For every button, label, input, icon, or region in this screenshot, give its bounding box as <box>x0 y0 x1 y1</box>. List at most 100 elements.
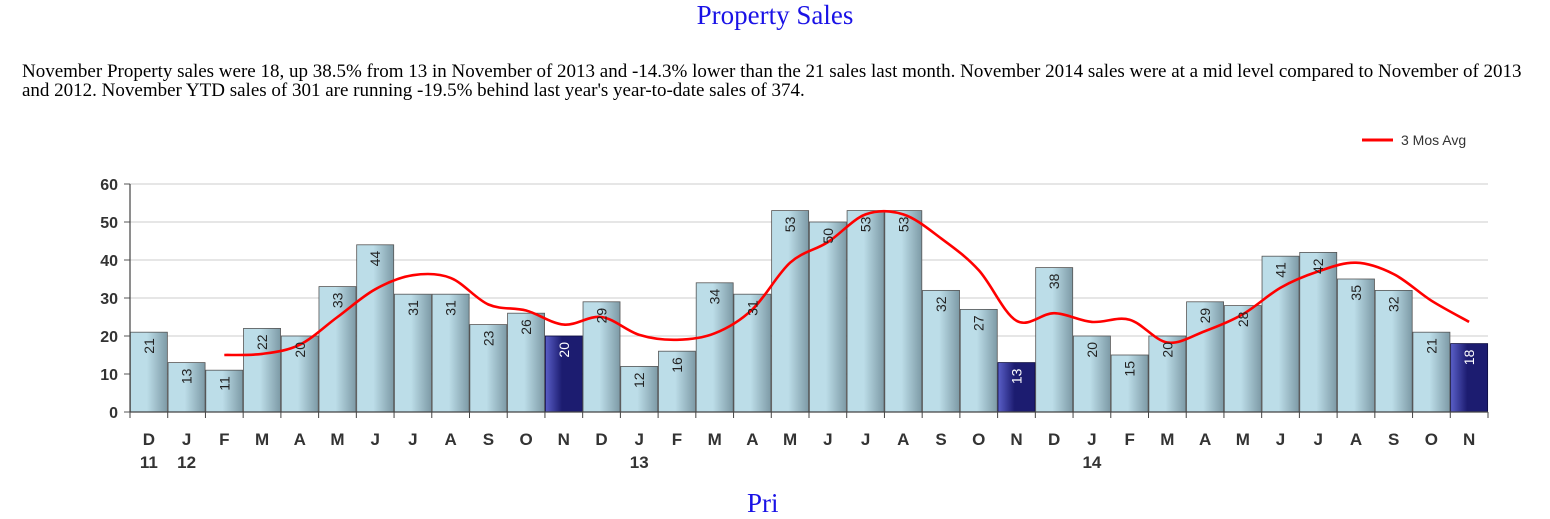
data-label: 13 <box>179 368 195 384</box>
data-label: 53 <box>858 216 874 232</box>
data-label: 38 <box>1046 273 1062 289</box>
bars <box>129 210 1489 413</box>
bar <box>846 210 885 413</box>
bar <box>1186 301 1224 413</box>
x-tick-label: D <box>143 430 155 449</box>
y-tick-label: 20 <box>100 329 118 346</box>
data-label: 32 <box>933 296 949 312</box>
x-tick-label: S <box>935 430 946 449</box>
x-tick-label: A <box>294 430 306 449</box>
legend: 3 Mos Avg <box>1362 132 1466 148</box>
three-month-average-line <box>224 209 1470 357</box>
bar <box>808 221 847 413</box>
x-tick-label: J <box>861 430 870 449</box>
bar <box>1261 255 1300 413</box>
bar <box>771 210 810 413</box>
x-tick-label: M <box>1160 430 1174 449</box>
x-tick-label: J <box>823 430 832 449</box>
data-label: 23 <box>480 330 496 346</box>
x-tick-label: A <box>897 430 909 449</box>
y-tick-label: 60 <box>100 177 118 194</box>
bar <box>167 362 206 413</box>
data-label: 20 <box>292 342 308 358</box>
data-label: 44 <box>367 251 383 267</box>
x-tick-label: D <box>595 430 607 449</box>
x-tick-label: M <box>330 430 344 449</box>
x-tick-label: M <box>255 430 269 449</box>
x-tick-label: J <box>1314 430 1323 449</box>
x-tick-label: F <box>219 430 229 449</box>
x-tick-label: N <box>1463 430 1475 449</box>
bar <box>205 369 244 413</box>
x-tick-label: O <box>519 430 532 449</box>
bar <box>997 362 1036 413</box>
bar <box>469 324 508 413</box>
x-year-label: 11 <box>140 453 158 472</box>
bar <box>959 308 998 413</box>
x-year-label: 12 <box>177 453 196 472</box>
data-label: 29 <box>1197 308 1213 324</box>
x-tick-label: F <box>672 430 682 449</box>
bar <box>356 244 395 413</box>
legend-label: 3 Mos Avg <box>1401 132 1466 148</box>
x-tick-label: J <box>1276 430 1285 449</box>
data-label: 20 <box>556 342 572 358</box>
bar <box>695 282 734 413</box>
data-label: 20 <box>1159 342 1175 358</box>
bar <box>544 335 583 413</box>
bar <box>658 350 696 413</box>
x-tick-label: M <box>1236 430 1250 449</box>
data-label: 33 <box>329 292 345 308</box>
axes <box>124 183 1489 418</box>
data-label: 53 <box>895 216 911 232</box>
y-tick-label: 50 <box>100 215 118 232</box>
data-label: 41 <box>1273 262 1289 278</box>
bar <box>922 289 960 413</box>
y-tick-label: 30 <box>100 291 118 308</box>
data-label: 13 <box>1008 368 1024 384</box>
tick-labels: 0 10 20 30 40 50 60 21 13 11 22 20 33 44 31 31 23 26 20 29 1… <box>100 177 1477 472</box>
data-label: 31 <box>443 300 459 316</box>
x-tick-label: O <box>972 430 985 449</box>
data-label: 31 <box>405 300 421 316</box>
data-label: 32 <box>1386 296 1402 312</box>
data-label: 21 <box>141 338 157 354</box>
x-tick-label: A <box>1350 430 1362 449</box>
x-tick-label: A <box>746 430 758 449</box>
x-tick-label: O <box>1425 430 1438 449</box>
summary-text: November Property sales were 18, up 38.5… <box>22 61 1522 101</box>
x-year-label: 13 <box>630 453 649 472</box>
bar <box>129 331 168 413</box>
data-label: 11 <box>216 376 232 391</box>
data-label: 35 <box>1348 285 1364 301</box>
x-tick-label: S <box>1388 430 1399 449</box>
x-tick-label: J <box>370 430 379 449</box>
x-tick-label: M <box>783 430 797 449</box>
next-section-title: Pri <box>747 488 779 518</box>
x-tick-label: M <box>708 430 722 449</box>
bar <box>243 327 281 413</box>
y-tick-label: 0 <box>109 405 118 422</box>
x-tick-label: F <box>1124 430 1134 449</box>
x-tick-label: A <box>444 430 456 449</box>
data-label: 31 <box>744 300 760 316</box>
x-tick-label: J <box>1087 430 1096 449</box>
data-label: 21 <box>1423 338 1439 354</box>
property-sales-chart: 0 10 20 30 40 50 60 21 13 11 22 20 33 44 31 31 23 26 20 29 1… <box>100 132 1489 472</box>
bar <box>884 210 923 413</box>
y-tick-label: 10 <box>100 367 118 384</box>
data-label: 34 <box>707 289 723 305</box>
data-label: 26 <box>518 319 534 335</box>
data-label: 29 <box>594 308 610 324</box>
bar <box>507 312 545 413</box>
x-year-label: 14 <box>1082 453 1101 472</box>
data-label: 15 <box>1122 361 1138 377</box>
x-tick-label: D <box>1048 430 1060 449</box>
bar <box>1110 354 1149 413</box>
x-tick-label: N <box>558 430 570 449</box>
data-label: 18 <box>1461 349 1477 365</box>
data-label: 53 <box>782 216 798 232</box>
bar <box>733 293 772 413</box>
x-tick-label: J <box>182 430 191 449</box>
bar <box>394 293 432 413</box>
